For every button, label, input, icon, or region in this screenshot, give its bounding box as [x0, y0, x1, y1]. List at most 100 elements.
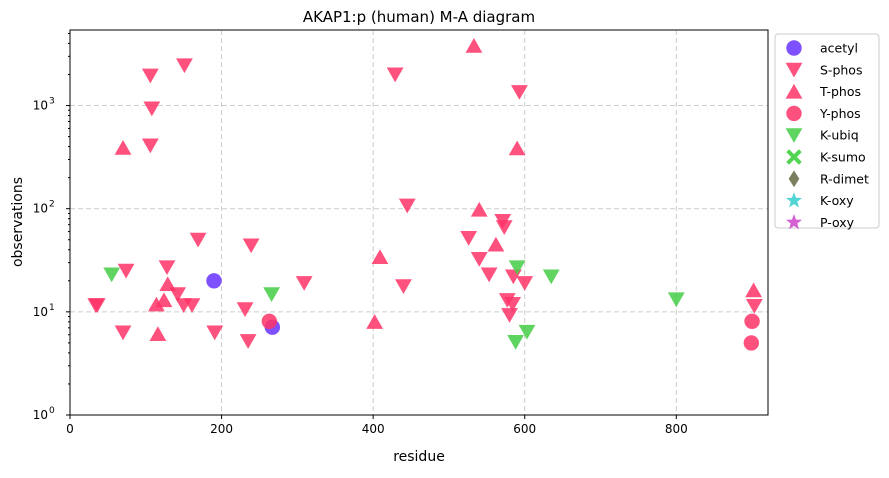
t-phos-point [114, 140, 132, 155]
s-phos-point [206, 325, 224, 341]
y-tick-exponent: 2 [49, 200, 55, 210]
s-phos-point [295, 276, 313, 291]
s-phos-point [239, 334, 257, 349]
legend-label: K-sumo [820, 150, 866, 165]
s-phos-point [158, 260, 176, 276]
y-tick-label: 10 [33, 99, 48, 113]
legend-label: S-phos [820, 62, 862, 77]
t-phos-point [470, 201, 488, 217]
k-ubiq-point [508, 260, 526, 276]
s-phos-point [501, 308, 518, 323]
x-tick-label: 800 [665, 422, 688, 436]
legend-item-t-phos: T-phos [785, 83, 861, 99]
t-phos-point [487, 236, 505, 252]
s-phos-legend-marker [785, 62, 803, 78]
s-phos-point [470, 252, 488, 267]
t-phos-legend-marker [785, 83, 803, 99]
s-phos-point [395, 279, 412, 294]
legend-frame [774, 33, 880, 229]
s-phos-point [398, 198, 416, 214]
y-phos-point [744, 313, 760, 329]
acetyl-point [206, 273, 222, 289]
y-axis-label: observations [10, 177, 26, 267]
k-ubiq-point [667, 292, 685, 308]
y-tick-label: 10 [33, 202, 48, 216]
legend-item-p-oxy: P-oxy [786, 214, 855, 230]
s-phos-point [511, 85, 528, 100]
y-tick-exponent: 1 [49, 303, 55, 313]
s-phos-point [745, 298, 763, 314]
s-phos-point [504, 297, 521, 312]
y-phos-point [743, 335, 760, 351]
s-phos-point [189, 232, 207, 248]
y-tick-label: 10 [33, 305, 48, 319]
t-phos-point [155, 292, 173, 308]
legend: acetyl S-phos T-phos Y-phos K-ubiq K-sumo R-di… [774, 33, 880, 230]
legend-item-k-ubiq: K-ubiq [785, 128, 859, 143]
s-phos-point [141, 138, 159, 154]
k-ubiq-point [518, 324, 536, 340]
t-phos-point [147, 296, 165, 312]
k-ubiq-legend-marker [785, 128, 803, 143]
s-phos-point [480, 267, 498, 283]
k-ubiq-point [507, 335, 525, 350]
acetyl-legend-marker [786, 40, 802, 56]
s-phos-point [495, 220, 513, 236]
p-oxy-legend-marker [786, 214, 802, 230]
legend-label: R-dimet [820, 171, 869, 186]
s-phos-point [386, 67, 404, 83]
t-phos-point [149, 326, 167, 341]
t-phos-point [508, 140, 526, 156]
x-tick-label: 0 [66, 422, 74, 436]
k-sumo-legend-marker [786, 149, 802, 165]
t-phos-point [465, 38, 483, 53]
y-tick-exponent: 0 [49, 406, 55, 416]
s-phos-point [242, 238, 260, 254]
grid-lines [70, 30, 768, 415]
legend-label: T-phos [819, 84, 861, 99]
t-phos-point [745, 282, 763, 298]
legend-label: acetyl [820, 41, 858, 56]
legend-item-acetyl: acetyl [786, 40, 858, 56]
legend-label: K-oxy [820, 193, 854, 208]
s-phos-point [143, 101, 161, 117]
legend-item-r-dimet: R-dimet [788, 170, 869, 188]
legend-label: P-oxy [820, 215, 855, 230]
s-phos-point [141, 68, 159, 84]
t-phos-point [159, 276, 177, 292]
r-dimet-legend-marker [788, 170, 800, 188]
legend-item-k-sumo: K-sumo [786, 149, 866, 165]
s-phos-point [88, 298, 106, 313]
legend-item-y-phos: Y-phos [786, 105, 861, 122]
x-axis-ticks: 0 200 400 600 800 [66, 415, 688, 436]
legend-label: K-ubiq [820, 128, 859, 143]
k-oxy-legend-marker [786, 192, 802, 208]
legend-item-k-oxy: K-oxy [786, 192, 854, 208]
s-phos-point [176, 58, 193, 74]
legend-item-s-phos: S-phos [785, 62, 862, 78]
x-tick-label: 400 [362, 422, 385, 436]
s-phos-point [460, 230, 478, 246]
data-points [87, 38, 763, 351]
s-phos-point [516, 276, 534, 291]
s-phos-point [236, 302, 254, 317]
x-tick-label: 600 [513, 422, 536, 436]
legend-label: Y-phos [819, 106, 861, 121]
y-tick-exponent: 3 [49, 97, 55, 107]
plot-area-frame [69, 29, 769, 416]
k-ubiq-point [263, 287, 280, 302]
s-phos-point [183, 298, 201, 313]
k-ubiq-point [103, 267, 121, 283]
t-phos-point [371, 249, 389, 265]
k-ubiq-point [542, 269, 560, 285]
x-axis-label: residue [393, 449, 445, 465]
chart-title: AKAP1:p (human) M-A diagram [303, 8, 535, 26]
y-phos-legend-marker [786, 105, 802, 122]
x-tick-label: 200 [210, 422, 233, 436]
s-phos-point [117, 263, 135, 279]
s-phos-point [114, 325, 132, 341]
t-phos-point [366, 314, 384, 329]
y-phos-point [261, 313, 278, 329]
